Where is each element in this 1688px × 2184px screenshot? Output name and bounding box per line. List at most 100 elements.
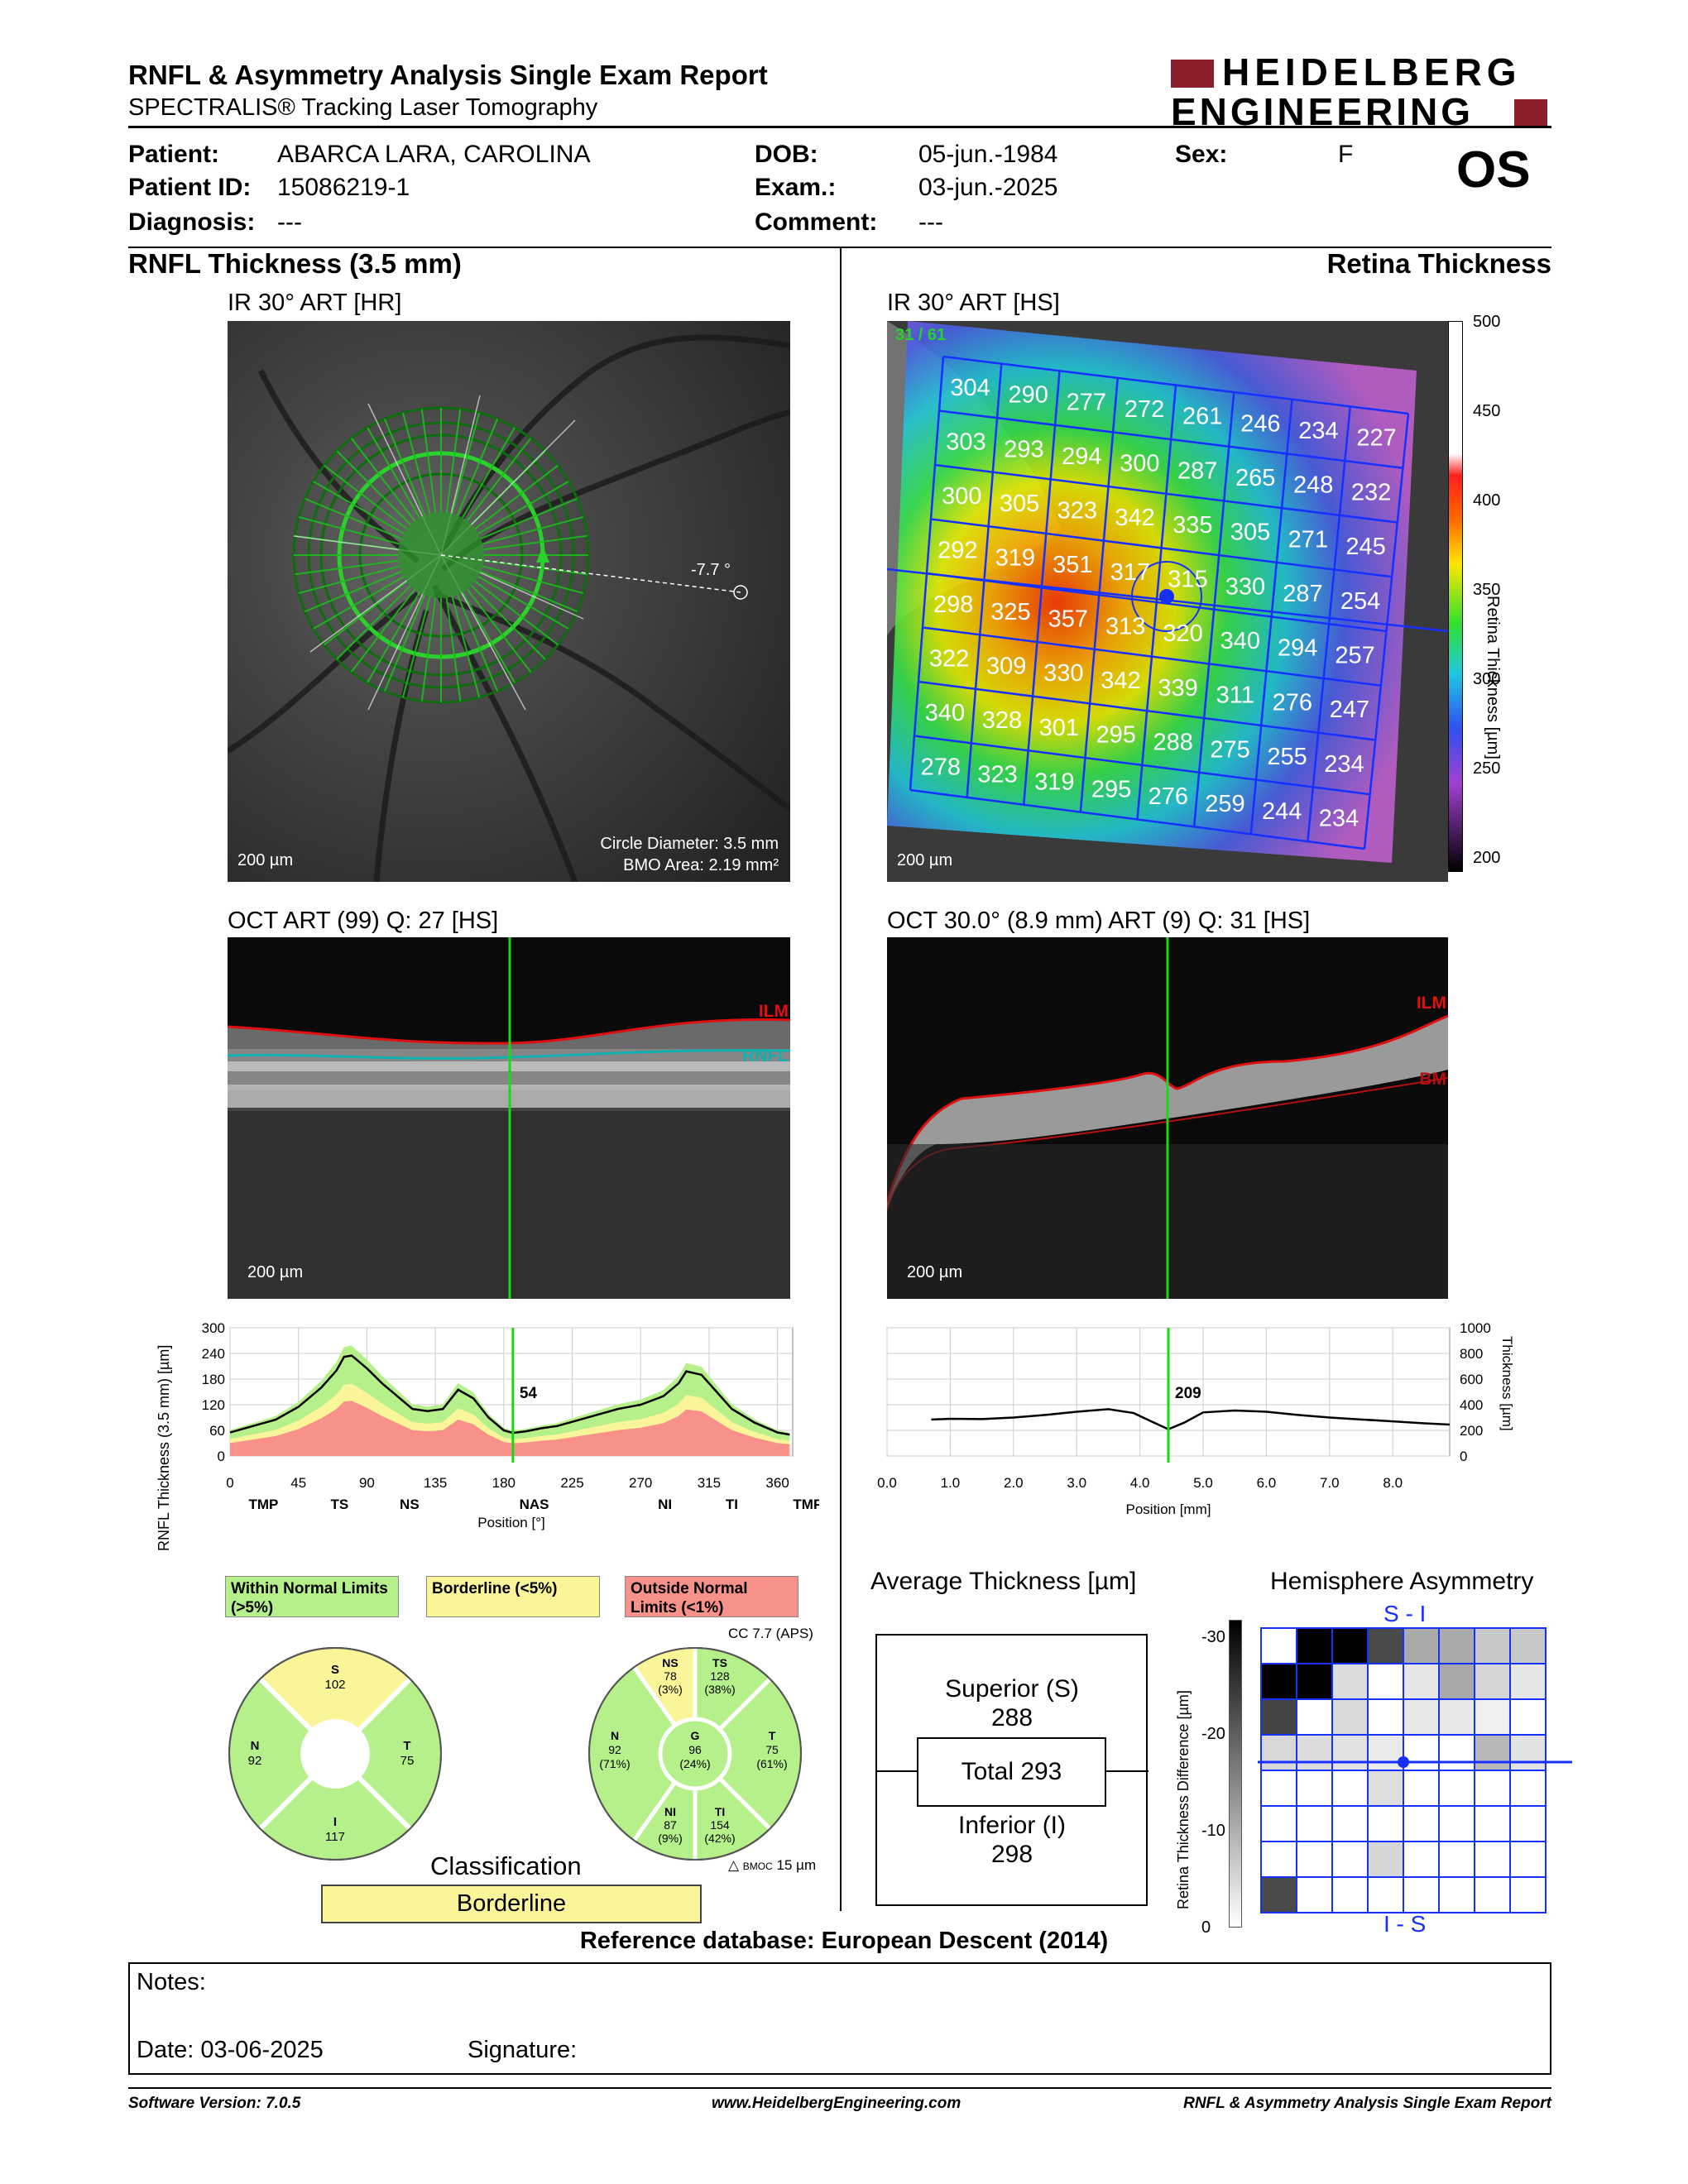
scan-spoke: [401, 412, 431, 515]
superior-value: 288: [990, 1704, 1033, 1731]
ilm-label: ILM: [758, 1002, 789, 1021]
asymmetry-cell: [1260, 1876, 1297, 1913]
rnfl-thickness-chart: 0 60 120 180 240 300 0 45 90 135 180 225 270 315 360 54…: [202, 1320, 819, 1530]
asymmetry-cell: [1367, 1770, 1404, 1807]
asymmetry-cell: [1260, 1627, 1297, 1664]
sector-label: TS: [330, 1497, 348, 1512]
x-tick-label: 135: [424, 1475, 447, 1491]
asymmetry-cell: [1331, 1841, 1369, 1878]
sector-ts-value: 128: [710, 1669, 730, 1683]
asymmetry-cell: [1474, 1627, 1511, 1664]
report-title: RNFL & Asymmetry Analysis Single Exam Re…: [128, 60, 768, 90]
patient-id: 15086219-1: [277, 174, 410, 201]
notes-date: Date: 03-06-2025: [137, 2037, 324, 2063]
company-url[interactable]: www.HeidelbergEngineering.com: [712, 2095, 961, 2112]
asymmetry-cell: [1367, 1663, 1404, 1700]
sector-ni-value: 87: [664, 1818, 677, 1832]
grid-value: 290: [1009, 382, 1048, 409]
grid-line: [918, 680, 1376, 741]
outside-band: [230, 1401, 790, 1456]
fundus-svg: [228, 321, 790, 882]
y-tick-label: 180: [202, 1372, 225, 1387]
asymmetry-tick: -30: [1201, 1628, 1225, 1646]
asymmetry-cell: [1367, 1627, 1404, 1664]
asymmetry-cell: [1509, 1734, 1547, 1771]
exam-date: 03-jun.-2025: [918, 174, 1058, 201]
footer-report-name: RNFL & Asymmetry Analysis Single Exam Re…: [1183, 2095, 1551, 2112]
asymmetry-cell: [1296, 1805, 1333, 1842]
asymmetry-cell: [1438, 1841, 1475, 1878]
asymmetry-cell: [1438, 1876, 1475, 1913]
y-tick-label: 300: [202, 1320, 225, 1336]
grid-value: 309: [986, 653, 1026, 679]
sector-s-value: 102: [324, 1678, 345, 1692]
grid-value: 278: [921, 754, 961, 781]
grid-value: 295: [1091, 776, 1131, 802]
grid-value: 305: [1000, 491, 1039, 517]
grid-value: 325: [990, 599, 1030, 625]
asymmetry-cell: [1260, 1734, 1297, 1771]
asymmetry-cell: [1438, 1663, 1475, 1700]
svg-text:I: I: [333, 1815, 337, 1829]
inferior-value: 298: [990, 1841, 1033, 1868]
asymmetry-tick: 0: [1201, 1918, 1211, 1937]
sector-ns-pct: (3%): [658, 1683, 683, 1696]
y-axis-label: Thickness [µm]: [1499, 1336, 1515, 1431]
asymmetry-cell: [1438, 1734, 1475, 1771]
grid-value: 276: [1149, 783, 1188, 810]
x-tick-label: 7.0: [1320, 1475, 1340, 1491]
asymmetry-cell: [1296, 1770, 1333, 1807]
average-title: Average Thickness [µm]: [870, 1568, 1137, 1595]
series-line: [931, 1408, 1451, 1430]
x-tick-label: 3.0: [1067, 1475, 1086, 1491]
average-box: [875, 1634, 1148, 1906]
scan-spoke: [350, 588, 416, 673]
retina-thickness-chart: 0 200 400 600 800 1000 0.0 1.0 2.0 3.0 4.0 5.0 6.0 7.…: [877, 1320, 1515, 1517]
scan-spoke: [324, 464, 408, 530]
grid-value: 227: [1356, 425, 1396, 452]
x-tick-label: 90: [359, 1475, 375, 1491]
asymmetry-cell: [1438, 1698, 1475, 1736]
grid-value: 303: [946, 429, 985, 456]
grid-value: 301: [1039, 715, 1079, 741]
grid-value: 342: [1101, 668, 1140, 694]
scan-spoke: [456, 594, 499, 692]
sector-ns-value: 78: [664, 1669, 677, 1683]
scan-spoke: [298, 565, 400, 595]
notes-box[interactable]: [128, 1962, 1551, 2075]
exam-label: Exam.:: [755, 174, 837, 201]
svg-text:TS: TS: [712, 1656, 727, 1669]
asymmetry-title: Hemisphere Asymmetry: [1270, 1568, 1534, 1595]
asymmetry-cell: [1296, 1663, 1333, 1700]
sector-t-value: 75: [400, 1754, 415, 1768]
grid-value: 265: [1235, 465, 1275, 491]
superior-label: Superior (S): [945, 1675, 1079, 1703]
svg-text:N: N: [251, 1739, 260, 1753]
grid-value: 294: [1062, 443, 1101, 470]
x-tick-label: 5.0: [1193, 1475, 1213, 1491]
scan-spoke: [401, 596, 431, 698]
grid-value: 313: [1105, 613, 1145, 639]
grid-value: 288: [1153, 729, 1192, 755]
left-oct-svg: [228, 937, 790, 1299]
signature-label: Signature:: [468, 2037, 578, 2063]
patient-id-label: Patient ID:: [128, 174, 252, 201]
grid-value: 246: [1240, 410, 1280, 437]
x-axis-label: Position [mm]: [1126, 1502, 1211, 1517]
grid-line: [1249, 399, 1293, 835]
asymmetry-cell: [1509, 1805, 1547, 1842]
asymmetry-cell: [1296, 1734, 1333, 1771]
grid-value: 319: [1034, 769, 1074, 795]
asymmetry-cell: [1509, 1663, 1547, 1700]
left-ir-image: 200 µm -7.7 ° Circle Diameter: 3.5 mm BM…: [228, 321, 790, 882]
patient-label: Patient:: [128, 141, 220, 168]
series-line: [229, 1354, 790, 1436]
asymmetry-cell: [1403, 1876, 1440, 1913]
colorbar-tick: 450: [1473, 402, 1501, 420]
legend-borderline: Borderline (<5%): [426, 1576, 600, 1617]
right-ir-title: IR 30° ART [HS]: [887, 290, 1060, 316]
asymmetry-cell: [1296, 1627, 1333, 1664]
y-tick-label: 1000: [1460, 1320, 1491, 1336]
sector-label: NAS: [520, 1497, 549, 1512]
right-ir-image: 304 290 277 272 261 246 234 227 303 293 294 300 287 2…: [887, 321, 1448, 882]
